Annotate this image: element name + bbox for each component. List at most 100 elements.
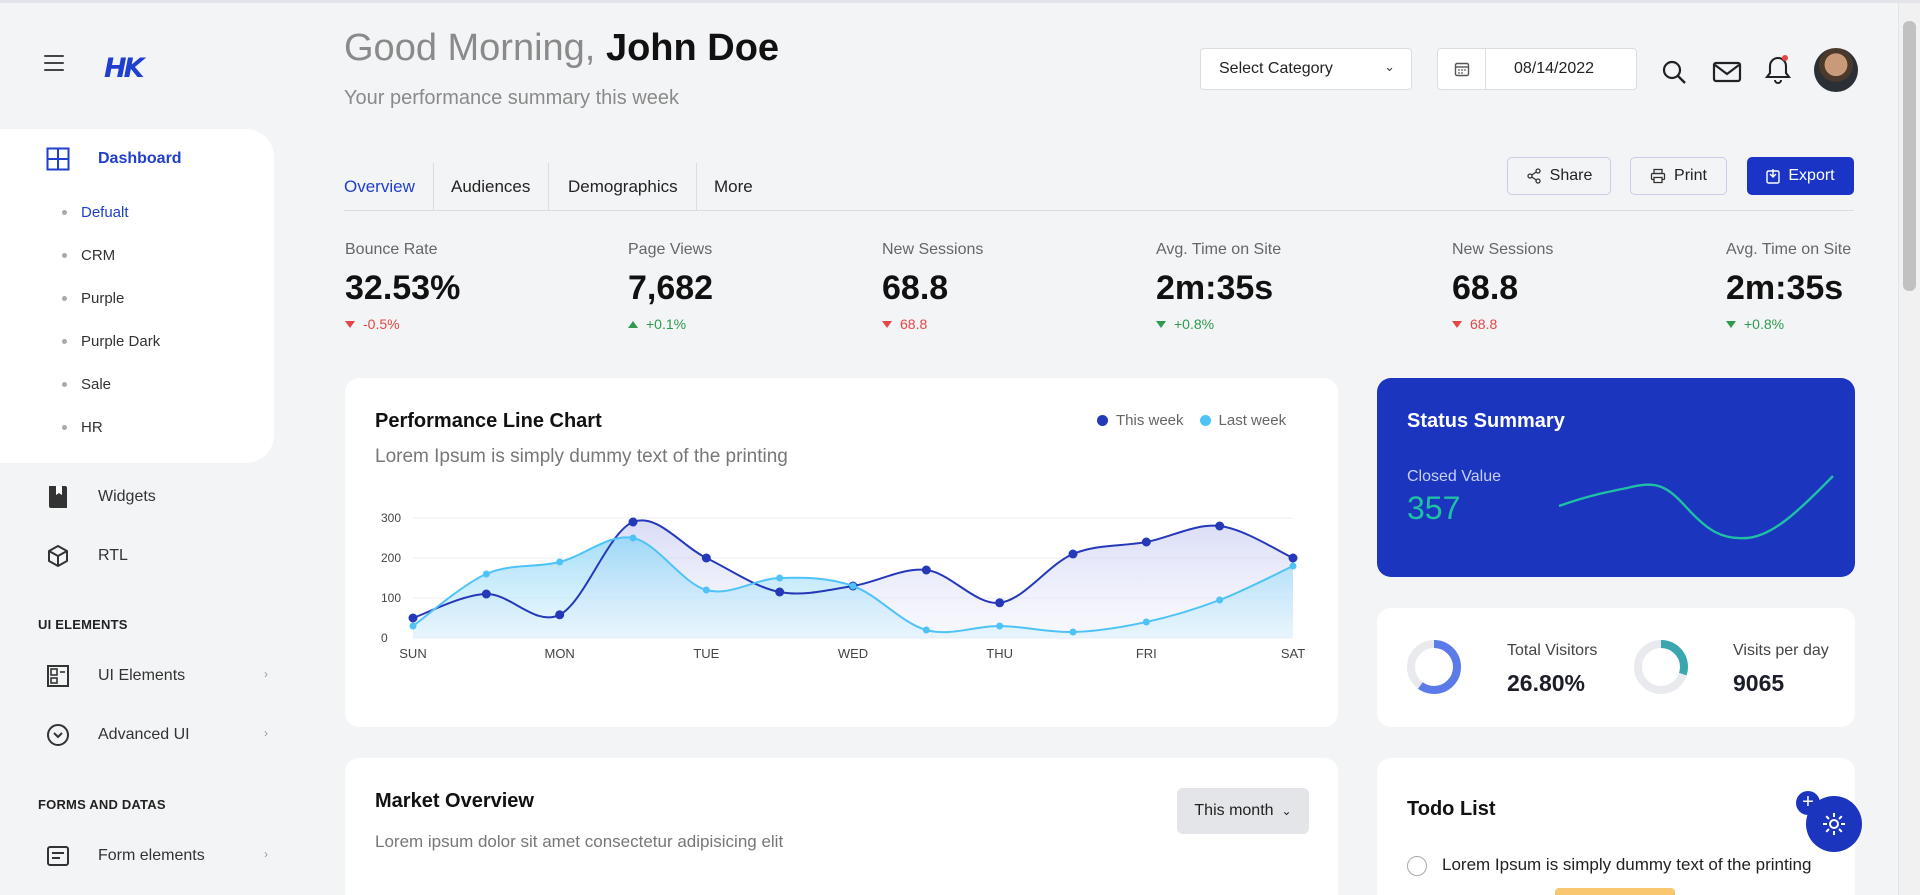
- tab-audiences[interactable]: Audiences: [433, 163, 550, 211]
- sidebar-item-dashboard[interactable]: Dashboard: [44, 145, 182, 173]
- date-picker[interactable]: 08/14/2022: [1437, 48, 1637, 90]
- data-point: [1142, 618, 1150, 626]
- data-point: [922, 626, 930, 634]
- market-overview-card: Market Overview Lorem ipsum dolor sit am…: [345, 758, 1338, 895]
- todo-checkbox[interactable]: [1407, 856, 1427, 876]
- print-button[interactable]: Print: [1630, 157, 1727, 195]
- data-point: [555, 610, 565, 620]
- page-subtitle: Your performance summary this week: [344, 87, 679, 109]
- tab-overview[interactable]: Overview: [344, 163, 434, 211]
- menu-icon[interactable]: [44, 55, 64, 71]
- todo-tag: [1555, 888, 1675, 895]
- y-tick-label: 200: [381, 551, 401, 565]
- data-point: [629, 534, 637, 542]
- category-select[interactable]: Select Category ⌄: [1200, 48, 1412, 90]
- data-point: [1068, 549, 1078, 559]
- stat-new-sessions-2: New Sessions 68.8 68.8: [1452, 241, 1554, 332]
- sidebar-item-ui-elements[interactable]: UI Elements ›: [44, 662, 274, 690]
- visits-per-day-label: Visits per day: [1733, 642, 1829, 659]
- section-forms-and-datas: FORMS AND DATAS: [38, 797, 166, 812]
- form-icon: [44, 842, 72, 870]
- period-dropdown[interactable]: This month ⌄: [1177, 788, 1309, 834]
- sidebar-item-widgets[interactable]: Widgets: [44, 483, 156, 511]
- stat-avg-time-2: Avg. Time on Site 2m:35s +0.8%: [1726, 241, 1852, 332]
- chevron-right-icon: ›: [264, 847, 268, 861]
- chevron-down-icon: ⌄: [1384, 59, 1395, 74]
- x-tick-label: MON: [544, 646, 574, 661]
- card-title: Performance Line Chart: [375, 410, 602, 432]
- sidebar-subitem-sale[interactable]: Sale: [62, 376, 111, 393]
- x-tick-label: TUE: [693, 646, 719, 661]
- status-summary-card: Status Summary Closed Value 357: [1377, 378, 1855, 577]
- sidebar-subitem-default[interactable]: Defualt: [62, 204, 129, 221]
- legend-swatch: [1097, 415, 1108, 426]
- card-subtitle: Lorem ipsum dolor sit amet consectetur a…: [375, 832, 784, 851]
- book-icon: [44, 483, 72, 511]
- sidebar-item-advanced-ui[interactable]: Advanced UI ›: [44, 721, 274, 749]
- avatar[interactable]: [1814, 48, 1858, 92]
- y-tick-label: 300: [381, 511, 401, 525]
- data-point: [1289, 562, 1297, 570]
- x-tick-label: THU: [986, 646, 1013, 661]
- scrollbar-thumb[interactable]: [1903, 21, 1916, 291]
- search-icon[interactable]: [1660, 58, 1688, 86]
- data-point: [849, 582, 857, 590]
- legend-swatch: [1199, 415, 1211, 426]
- data-point: [776, 574, 784, 582]
- data-point: [701, 553, 711, 563]
- greeting: Good Morning, John Doe: [344, 27, 780, 69]
- printer-icon: [1650, 168, 1666, 184]
- triangle-down-icon: [1726, 320, 1736, 328]
- sidebar-item-form-elements[interactable]: Form elements ›: [44, 842, 274, 870]
- sidebar-subitem-purple-dark[interactable]: Purple Dark: [62, 333, 160, 350]
- cube-icon: [44, 542, 72, 570]
- sidebar-subitem-purple[interactable]: Purple: [62, 290, 124, 307]
- sidebar-subitem-crm[interactable]: CRM: [62, 247, 115, 264]
- logo: HK: [104, 53, 144, 84]
- data-point: [1069, 628, 1077, 636]
- triangle-up-icon: [628, 320, 638, 328]
- chevron-right-icon: ›: [264, 667, 268, 681]
- legend-this-week[interactable]: This week: [1097, 412, 1184, 429]
- triangle-down-icon: [882, 320, 892, 328]
- scrollbar[interactable]: [1898, 3, 1920, 895]
- triangle-down-icon: [1452, 320, 1462, 328]
- sidebar-item-rtl[interactable]: RTL: [44, 542, 128, 570]
- dashboard-menu: [0, 129, 274, 463]
- data-point: [1216, 596, 1224, 604]
- card-title: Market Overview: [375, 790, 534, 812]
- export-button[interactable]: Export: [1747, 157, 1854, 195]
- data-point: [481, 589, 491, 599]
- total-visitors-label: Total Visitors: [1507, 642, 1598, 659]
- mail-icon[interactable]: [1712, 58, 1742, 86]
- chevron-down-icon: ⌄: [1281, 804, 1292, 818]
- x-tick-label: FRI: [1136, 646, 1157, 661]
- chevron-circle-icon: [44, 721, 72, 749]
- stat-page-views: Page Views 7,682 +0.1%: [628, 241, 714, 332]
- tab-more[interactable]: More: [714, 177, 753, 196]
- data-point: [702, 586, 710, 594]
- data-point: [775, 587, 785, 597]
- data-point: [921, 565, 931, 575]
- tab-demographics[interactable]: Demographics: [550, 163, 697, 211]
- calendar-icon: [1438, 49, 1486, 89]
- share-button[interactable]: Share: [1507, 157, 1611, 195]
- data-point: [482, 570, 490, 578]
- bell-icon[interactable]: [1764, 54, 1792, 84]
- sidebar-subitem-hr[interactable]: HR: [62, 419, 103, 436]
- x-tick-label: SAT: [1281, 646, 1305, 661]
- visits-per-day-value: 9065: [1733, 670, 1785, 696]
- performance-card: Performance Line Chart Lorem Ipsum is si…: [345, 378, 1338, 727]
- y-tick-label: 0: [381, 631, 388, 645]
- status-label: Closed Value: [1407, 468, 1501, 485]
- settings-button[interactable]: [1806, 796, 1862, 852]
- section-ui-elements: UI ELEMENTS: [38, 617, 128, 632]
- triangle-down-icon: [1156, 320, 1166, 328]
- data-point: [1141, 537, 1151, 547]
- grid-icon: [44, 145, 72, 173]
- legend-last-week[interactable]: Last week: [1199, 412, 1286, 429]
- status-value: 357: [1407, 490, 1461, 526]
- data-point: [995, 598, 1005, 608]
- visitors-card: Total Visitors 26.80% Visits per day 906…: [1377, 608, 1855, 727]
- status-title: Status Summary: [1407, 410, 1565, 432]
